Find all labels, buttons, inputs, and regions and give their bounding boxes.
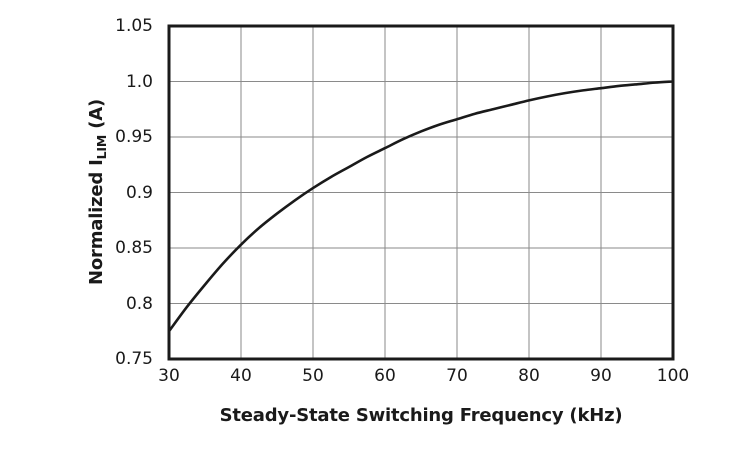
x-tick-label: 80: [518, 366, 540, 386]
y-tick-label: 0.85: [115, 238, 153, 258]
x-axis-title: Steady-State Switching Frequency (kHz): [219, 405, 623, 426]
y-tick-label: 0.95: [115, 127, 153, 147]
ilim-curve: [167, 80, 675, 333]
plot-frame: [167, 24, 675, 361]
y-tick-label: 0.9: [125, 182, 153, 203]
y-tick-label: 1.0: [125, 71, 153, 92]
y-axis-title-main: Normalized I: [86, 159, 107, 286]
x-tick-label: 70: [446, 366, 468, 386]
y-axis-title-subscript: LIM: [94, 134, 109, 160]
y-axis-title-unit: (A): [86, 99, 107, 135]
x-tick-label: 60: [374, 366, 396, 386]
gridlines: [168, 25, 674, 360]
y-axis-title: Normalized ILIM (A): [82, 42, 112, 342]
x-tick-label: 100: [656, 366, 690, 386]
x-tick-label: 50: [302, 366, 324, 386]
x-tick-label: 90: [590, 366, 612, 386]
x-tick-label: 40: [230, 366, 252, 386]
y-tick-label: 0.8: [125, 293, 153, 314]
y-tick-label: 1.05: [115, 16, 153, 36]
x-tick-label: 30: [158, 366, 180, 386]
y-tick-label: 0.75: [115, 349, 153, 369]
